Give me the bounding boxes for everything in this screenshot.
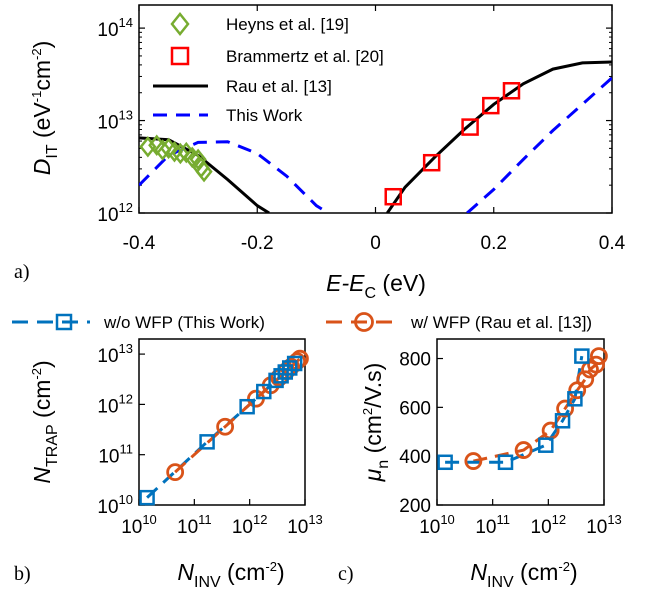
- marker-wo-wfp-b: [273, 368, 289, 384]
- x-tick-label-a: 0.4: [599, 233, 626, 254]
- marker-wo-wfp-c: [567, 391, 583, 407]
- series-line-wo-wfp-b: [146, 362, 296, 499]
- legend-marker-heyns: [170, 11, 190, 37]
- y-tick-label-c: 200: [399, 496, 431, 517]
- plot-area-a: [139, 60, 612, 213]
- legend-marker-w-wfp: [354, 312, 374, 332]
- marker-brammertz: [422, 153, 441, 172]
- x-axis-label-b: NINV (cm-2): [177, 559, 284, 591]
- marker-brammertz: [384, 187, 402, 206]
- y-tick-label-c: 800: [399, 350, 431, 371]
- x-tick-label-c: 1010: [419, 512, 455, 538]
- marker-wo-wfp-c: [497, 454, 514, 471]
- series-line-rau: [139, 136, 270, 213]
- x-tick-label-a: -0.4: [123, 233, 156, 254]
- panel-label-b: b): [14, 563, 31, 585]
- marker-w-wfp-c: [556, 399, 574, 418]
- legend-label-w-wfp: w/ WFP (Rau et al. [13]): [410, 313, 592, 332]
- series-line-wo-wfp-c: [445, 355, 584, 464]
- legend-label-a: This Work: [226, 106, 303, 125]
- marker-w-wfp-c: [576, 370, 595, 389]
- marker-heyns: [189, 148, 207, 171]
- legend-marker-brammertz: [170, 46, 190, 66]
- marker-heyns: [183, 146, 201, 169]
- y-tick-label-b: 1013: [97, 341, 133, 367]
- legend-marker-wo-wfp: [55, 313, 73, 331]
- marker-wo-wfp-b: [139, 489, 155, 506]
- marker-heyns: [171, 142, 189, 165]
- marker-heyns: [165, 140, 184, 163]
- axes-a: [138, 4, 613, 214]
- x-tick-label-c: 1013: [586, 512, 622, 538]
- marker-heyns: [195, 160, 213, 183]
- y-axis-label-b: NTRAP (cm-2): [29, 360, 61, 483]
- marker-brammertz: [461, 118, 479, 136]
- legend-label-a: Heyns et al. [19]: [226, 15, 349, 34]
- x-tick-label-a: -0.2: [241, 233, 274, 254]
- marker-brammertz: [482, 96, 500, 115]
- axes-c: [436, 338, 605, 506]
- marker-wo-wfp-c: [437, 454, 453, 471]
- x-tick-label-b: 1010: [121, 512, 157, 538]
- legend-label-a: Rau et al. [13]: [226, 77, 332, 96]
- marker-w-wfp-c: [590, 347, 608, 365]
- series-line-rau: [386, 60, 612, 213]
- marker-w-wfp-c: [464, 452, 483, 470]
- y-axis-label-a: DIT (eV-1cm-2): [29, 41, 61, 176]
- y-tick-label-b: 1012: [97, 391, 133, 417]
- x-tick-label-b: 1012: [232, 512, 268, 538]
- marker-w-wfp-b: [216, 417, 235, 436]
- y-tick-label-b: 1010: [97, 492, 133, 518]
- panel-label-a: a): [14, 261, 30, 283]
- x-tick-label-b: 1011: [177, 512, 212, 538]
- x-axis-label-a: E-EC (eV): [326, 270, 426, 302]
- marker-wo-wfp-c: [554, 413, 571, 429]
- marker-wo-wfp-b: [199, 434, 215, 450]
- marker-wo-wfp-c: [538, 437, 554, 453]
- y-tick-label-a: 1013: [97, 108, 133, 134]
- series-line-this-work: [466, 76, 612, 213]
- x-axis-label-c: NINV (cm-2): [470, 559, 577, 591]
- axes-b: [138, 338, 306, 506]
- marker-w-wfp-c: [587, 355, 605, 374]
- x-tick-label-c: 1012: [531, 512, 567, 538]
- legend-label-wo-wfp: w/o WFP (This Work): [103, 313, 265, 332]
- marker-wo-wfp-b: [286, 355, 303, 372]
- x-tick-label-c: 1011: [475, 512, 510, 538]
- x-tick-label-b: 1013: [287, 512, 323, 538]
- marker-wo-wfp-b: [256, 383, 272, 400]
- y-tick-label-b: 1011: [98, 442, 133, 468]
- legend-label-a: Brammertz et al. [20]: [226, 47, 384, 66]
- marker-heyns: [154, 139, 172, 161]
- marker-wo-wfp-c: [574, 348, 590, 364]
- y-tick-label-a: 1012: [97, 200, 133, 226]
- marker-wo-wfp-b: [281, 360, 298, 376]
- marker-wo-wfp-b: [277, 364, 294, 380]
- y-tick-label-c: 400: [399, 447, 431, 468]
- panel-label-c: c): [338, 563, 354, 585]
- x-tick-label-a: 0: [370, 233, 381, 254]
- marker-heyns: [139, 136, 157, 158]
- y-tick-label-c: 600: [399, 398, 431, 419]
- marker-wo-wfp-b: [268, 372, 284, 389]
- marker-wo-wfp-b: [239, 398, 255, 415]
- marker-w-wfp-b: [166, 463, 185, 482]
- y-tick-label-a: 1014: [97, 15, 133, 41]
- marker-w-wfp-c: [514, 441, 533, 459]
- x-tick-label-a: 0.2: [481, 233, 507, 254]
- marker-brammertz: [502, 82, 521, 100]
- y-axis-label-c: μn (cm2/V.s): [360, 363, 392, 483]
